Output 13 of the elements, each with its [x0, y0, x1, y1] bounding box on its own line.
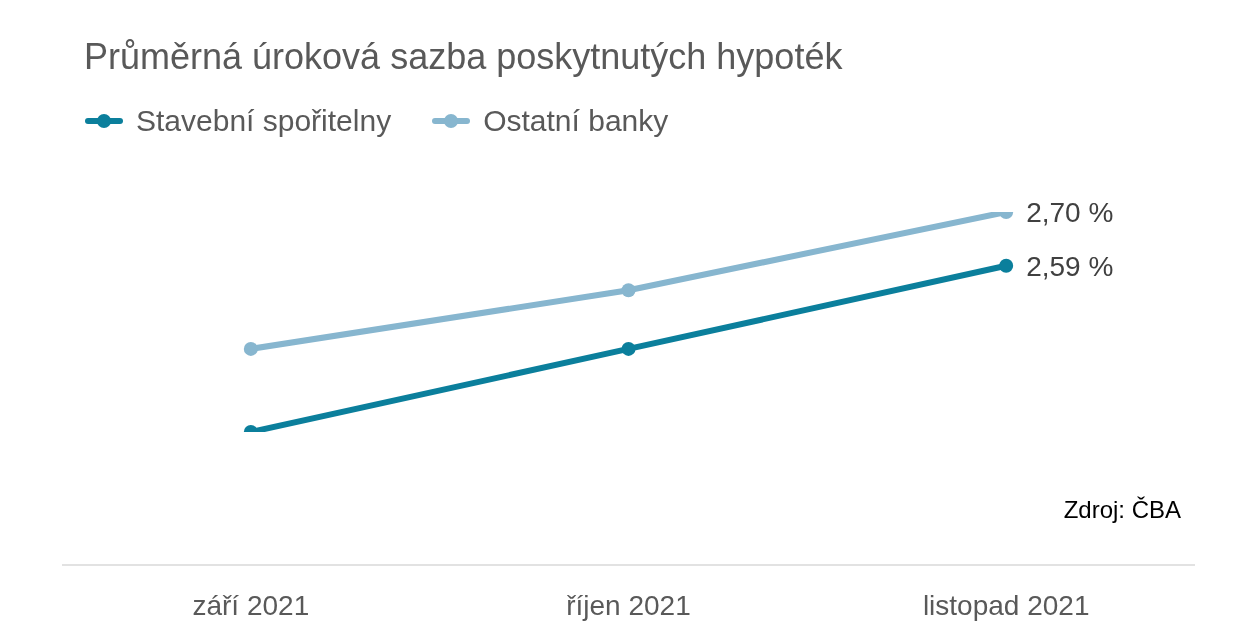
- x-tick-label: listopad 2021: [922, 589, 1090, 621]
- chart-title: Průměrná úroková sazba poskytnutých hypoték: [84, 36, 843, 78]
- data-label: 2,59 %: [1026, 250, 1114, 282]
- point: [621, 341, 636, 356]
- point: [999, 258, 1014, 273]
- x-tick-label: září 2021: [192, 589, 310, 621]
- point: [621, 283, 636, 298]
- legend-label: Stavební spořitelny: [136, 104, 392, 138]
- legend-label: Ostatní banky: [483, 104, 669, 138]
- text: Zdroj: ČBA: [1063, 496, 1181, 524]
- data-label: 2,70 %: [1026, 197, 1114, 228]
- point: [243, 341, 258, 356]
- x-tick-label: říjen 2021: [566, 589, 691, 621]
